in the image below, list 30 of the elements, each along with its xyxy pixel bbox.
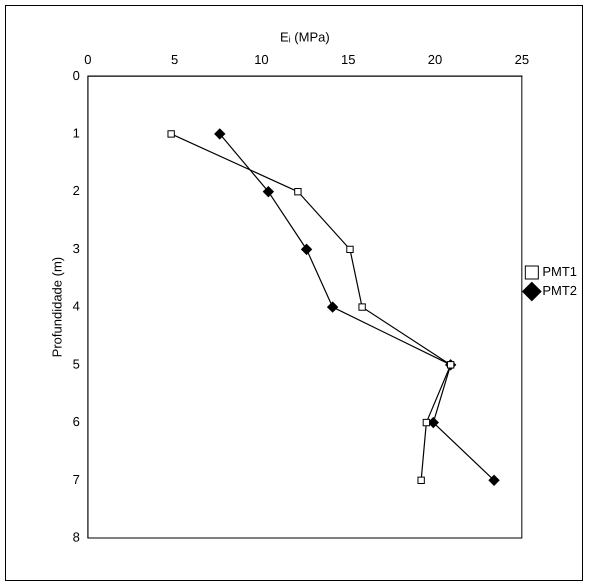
y-tick-label: 8 [72, 530, 80, 545]
point [488, 474, 500, 486]
y-tick-label: 6 [72, 414, 80, 430]
x-tick-label: 5 [171, 52, 178, 67]
point [262, 186, 274, 198]
point [214, 128, 226, 140]
point [358, 303, 366, 311]
y-tick-label: 3 [72, 240, 80, 256]
point [417, 476, 425, 484]
point [294, 188, 302, 196]
y-tick-label: 4 [72, 298, 80, 314]
legend-label: PMT2 [542, 283, 577, 298]
y-axis-title: Profundidade (m) [49, 256, 64, 358]
point [327, 302, 338, 313]
y-tick-label: 7 [72, 472, 80, 487]
x-tick-label: 25 [514, 52, 530, 67]
point [301, 244, 312, 255]
x-tick-label: 20 [428, 52, 442, 67]
x-axis-title: Eᵢ (MPa) [280, 29, 330, 44]
point [167, 130, 175, 138]
x-tick-label: 10 [254, 52, 269, 67]
x-tick-label: 15 [340, 52, 356, 67]
y-tick-label: 0 [72, 68, 80, 83]
point [422, 418, 430, 426]
y-tick-label: 1 [72, 126, 80, 141]
point [346, 246, 354, 254]
y-tick-label: 5 [72, 356, 80, 372]
legend-label: PMT1 [542, 264, 577, 280]
x-tick-label: 0 [84, 52, 92, 67]
y-tick-label: 2 [72, 183, 80, 198]
